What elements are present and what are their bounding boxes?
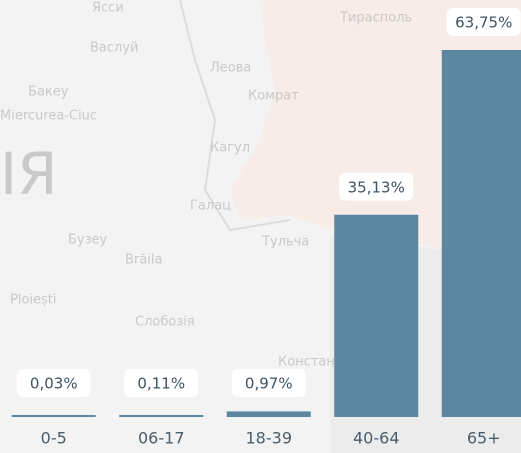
x-tick-label: 0-5 [41, 429, 67, 448]
value-label: 63,75% [455, 13, 512, 31]
map-label: ІЯ [0, 140, 57, 208]
map-label: Бакеу [28, 85, 69, 100]
bar [334, 214, 419, 417]
value-label: 0,97% [245, 375, 293, 393]
map-label: Brăila [125, 253, 162, 268]
map-label: Комрат [248, 89, 299, 104]
map-label: Кагул [210, 141, 250, 156]
value-label: 0,03% [30, 375, 78, 393]
map-label: Тирасполь [339, 11, 412, 26]
value-label: 0,11% [137, 375, 185, 393]
value-label: 35,13% [348, 178, 405, 196]
map-label: Ploiești [10, 293, 57, 308]
value-label-box [339, 172, 414, 201]
value-label-box [446, 7, 521, 36]
map-label: Ясси [92, 1, 124, 16]
map-label: Тульча [261, 235, 309, 250]
x-tick-label: 40-64 [353, 429, 400, 448]
x-tick-label: 06-17 [138, 429, 185, 448]
value-label-box [231, 369, 306, 397]
map-label: Слобозія [135, 315, 195, 330]
value-label-box [16, 369, 91, 397]
river [179, 0, 291, 232]
bar [441, 49, 521, 417]
map-label: Miercurea-Ciuc [0, 109, 97, 124]
map-label: Констанц [278, 355, 344, 370]
x-tick-label: 65+ [467, 429, 501, 448]
map-label: Леова [210, 61, 251, 76]
value-label-box [124, 369, 199, 397]
bar [11, 415, 96, 417]
map-label: Галац [190, 199, 231, 214]
map-label: Бузеу [68, 233, 108, 248]
bar [119, 415, 204, 417]
bar [226, 411, 311, 417]
map-label: Васлуй [90, 41, 138, 56]
x-tick-label: 18-39 [246, 429, 293, 448]
